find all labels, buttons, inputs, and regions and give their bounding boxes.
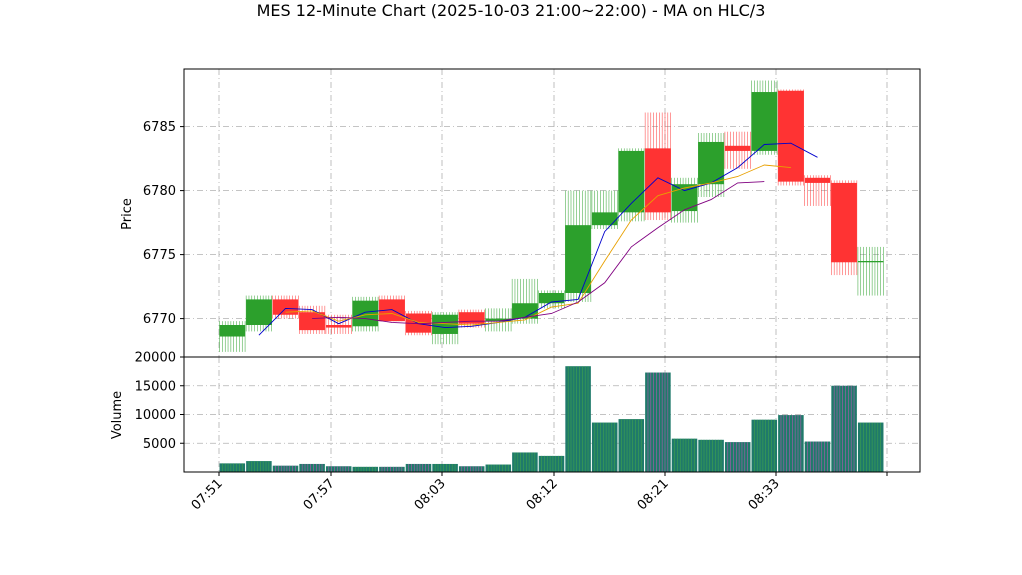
- volume-bar: [591, 422, 618, 472]
- volume-bar: [272, 465, 299, 472]
- volume-bar: [219, 463, 246, 472]
- candle-body: [485, 318, 512, 322]
- volume-bar: [804, 441, 831, 472]
- price-tick-label: 6785: [143, 120, 176, 135]
- candle-body: [778, 90, 804, 182]
- candle-body: [698, 141, 724, 185]
- volume-tick-label: 5000: [143, 437, 176, 452]
- volume-bar: [565, 366, 591, 472]
- volume-bar: [538, 455, 565, 472]
- volume-bar: [405, 463, 432, 472]
- candle-body: [219, 325, 246, 337]
- candle-body: [645, 148, 671, 213]
- volume-bar: [352, 466, 379, 472]
- volume-bar: [485, 464, 512, 472]
- candle-body: [272, 299, 299, 315]
- candle-body: [299, 312, 325, 331]
- candle-body: [352, 300, 379, 327]
- x-tick-label: 08:21: [635, 476, 672, 513]
- price-yticks: 6770 6775 6780 6785: [143, 120, 184, 327]
- price-tick-label: 6780: [143, 184, 176, 199]
- volume-bar: [857, 422, 884, 472]
- candle-body: [724, 145, 751, 151]
- volume-bar: [698, 439, 724, 472]
- volume-bar: [751, 419, 778, 472]
- x-tick-label: 07:57: [301, 476, 338, 513]
- volume-bar: [512, 452, 538, 472]
- volume-panel-border: [183, 356, 921, 473]
- volume-bars: [219, 366, 884, 472]
- price-tick-label: 6775: [143, 248, 176, 263]
- volume-bar: [299, 463, 325, 472]
- volume-bar: [325, 466, 352, 472]
- moving-average-lines: [258, 142, 818, 336]
- candle-body: [831, 182, 857, 263]
- candle-body: [246, 299, 272, 325]
- candle-body: [618, 150, 645, 213]
- price-axis-label: Price: [120, 198, 135, 230]
- candle-body: [804, 177, 831, 183]
- volume-tick-label: 20000: [135, 351, 176, 366]
- x-tick-label: 07:51: [189, 476, 226, 513]
- volume-panel: 5000 10000 15000 20000 Volume: [110, 351, 921, 473]
- x-tick-label: 08:03: [412, 476, 449, 513]
- candle-body: [857, 261, 884, 263]
- candle-body: [432, 314, 458, 334]
- candle-body: [591, 212, 618, 226]
- moving-average-line: [312, 181, 765, 325]
- x-tick-label: 08:12: [524, 476, 561, 513]
- x-tick-label: 08:33: [746, 476, 783, 513]
- candle-body: [512, 303, 538, 319]
- moving-average-line: [285, 164, 791, 326]
- volume-bar: [246, 461, 272, 472]
- volume-tick-label: 15000: [135, 379, 176, 394]
- volume-bar: [724, 442, 751, 472]
- volume-axis-label: Volume: [110, 391, 125, 439]
- candle-body: [751, 92, 778, 151]
- volume-bar: [671, 438, 698, 472]
- price-tick-label: 6770: [143, 312, 176, 327]
- chart-title: MES 12-Minute Chart (2025-10-03 21:00~22…: [257, 1, 766, 20]
- x-axis-ticks: 07:51 07:57 08:03 08:12 08:21 08:33: [189, 472, 888, 513]
- volume-bar: [645, 372, 671, 472]
- volume-bar: [778, 415, 804, 472]
- candle-body: [325, 325, 352, 328]
- candle-body: [405, 313, 432, 333]
- volume-bar: [618, 419, 645, 472]
- candle-body: [458, 312, 485, 324]
- price-panel: 6770 6775 6780 6785 Price: [120, 68, 921, 358]
- volume-bar: [831, 385, 857, 472]
- candle-body: [565, 225, 591, 293]
- candle-body: [538, 293, 565, 304]
- volume-bar: [432, 463, 458, 472]
- volume-yticks: 5000 10000 15000 20000: [135, 351, 184, 452]
- volume-bar: [379, 466, 405, 472]
- volume-tick-label: 10000: [135, 408, 176, 423]
- volume-bar: [458, 466, 485, 472]
